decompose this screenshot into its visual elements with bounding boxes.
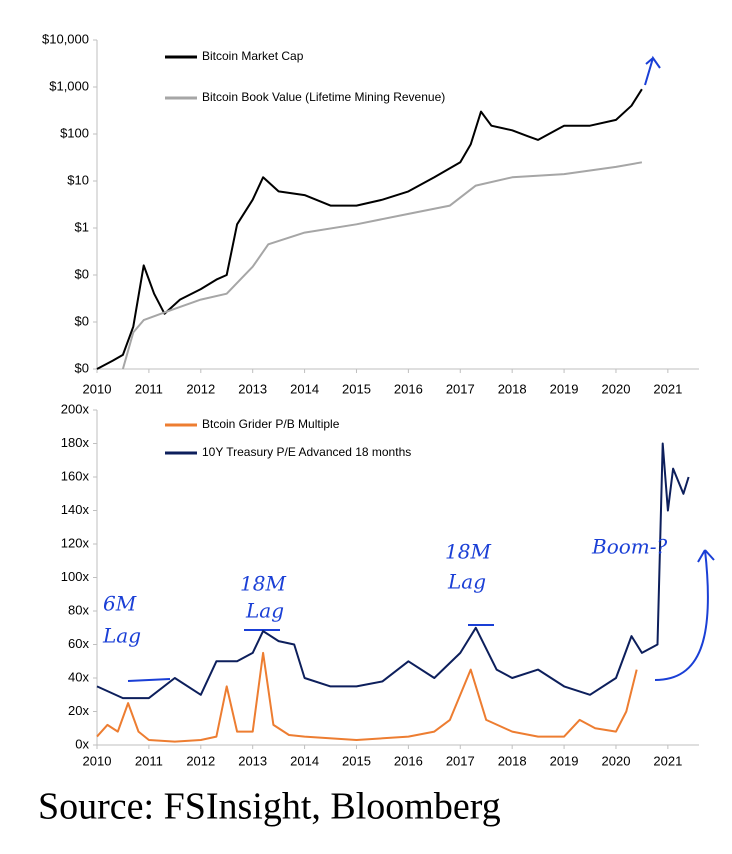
x-tick-label: 2019	[550, 753, 579, 768]
annotation-bracket	[127, 624, 494, 682]
x-tick-label: 2015	[342, 381, 371, 396]
series-line	[96, 88, 643, 370]
y-tick-label: 0x	[75, 736, 89, 751]
x-tick-label: 2012	[186, 753, 215, 768]
x-tick-label: 2014	[290, 381, 319, 396]
legend-label: 10Y Treasury P/E Advanced 18 months	[202, 445, 411, 459]
x-tick-label: 2020	[602, 381, 631, 396]
x-tick-label: 2016	[394, 753, 423, 768]
annotation-arrow	[654, 549, 715, 681]
y-tick-label: 120x	[61, 535, 90, 550]
series-line	[96, 442, 690, 700]
y-tick-label: $0	[75, 266, 89, 281]
annotation: Boom-?	[591, 535, 668, 559]
y-tick-label: 180x	[61, 435, 90, 450]
x-tick-label: 2019	[550, 381, 579, 396]
y-tick-label: $1,000	[49, 78, 89, 93]
legend-label: Bitcoin Market Cap	[202, 49, 304, 63]
x-tick-label: 2011	[135, 381, 163, 396]
annotation-arrow	[644, 55, 661, 86]
y-tick-label: $1	[75, 219, 89, 234]
y-tick-label: 140x	[61, 502, 90, 517]
x-tick-label: 2016	[394, 381, 423, 396]
x-tick-label: 2012	[186, 381, 215, 396]
y-tick-label: 160x	[61, 468, 90, 483]
x-tick-label: 2020	[602, 753, 631, 768]
series-line	[121, 161, 643, 370]
x-tick-label: 2014	[290, 753, 319, 768]
x-tick-label: 2017	[446, 381, 475, 396]
y-tick-label: 100x	[61, 569, 90, 584]
x-tick-label: 2021	[653, 381, 682, 396]
x-tick-label: 2010	[83, 381, 112, 396]
annotation: 6M	[103, 592, 137, 616]
annotation: Lag	[447, 570, 486, 594]
legend-label: Bitcoin Book Value (Lifetime Mining Reve…	[202, 90, 445, 104]
y-tick-label: 200x	[61, 401, 90, 416]
x-tick-label: 2017	[446, 753, 475, 768]
y-tick-label: 40x	[68, 669, 89, 684]
legend-label: Btcoin Grider P/B Multiple	[202, 417, 340, 431]
y-tick-label: 80x	[68, 602, 89, 617]
y-tick-label: $10,000	[42, 31, 89, 46]
x-tick-label: 2018	[498, 753, 527, 768]
series-line	[96, 651, 638, 743]
y-tick-label: $100	[60, 125, 89, 140]
source: Source: FSInsight, Bloomberg	[38, 786, 501, 828]
annotation: 18M	[445, 540, 491, 564]
x-tick-label: 2021	[653, 753, 682, 768]
y-tick-label: $10	[67, 172, 89, 187]
x-tick-label: 2010	[83, 753, 112, 768]
x-tick-label: 2011	[135, 753, 163, 768]
x-tick-label: 2013	[238, 753, 267, 768]
annotation: 18M	[240, 572, 286, 596]
x-tick-label: 2018	[498, 381, 527, 396]
y-tick-label: $0	[75, 360, 89, 375]
annotation: Lag	[102, 624, 141, 648]
y-tick-label: $0	[75, 313, 89, 328]
y-tick-label: 60x	[68, 636, 89, 651]
y-tick-label: 20x	[68, 703, 89, 718]
x-tick-label: 2013	[238, 381, 267, 396]
x-tick-label: 2015	[342, 753, 371, 768]
annotation: Lag	[245, 599, 284, 623]
